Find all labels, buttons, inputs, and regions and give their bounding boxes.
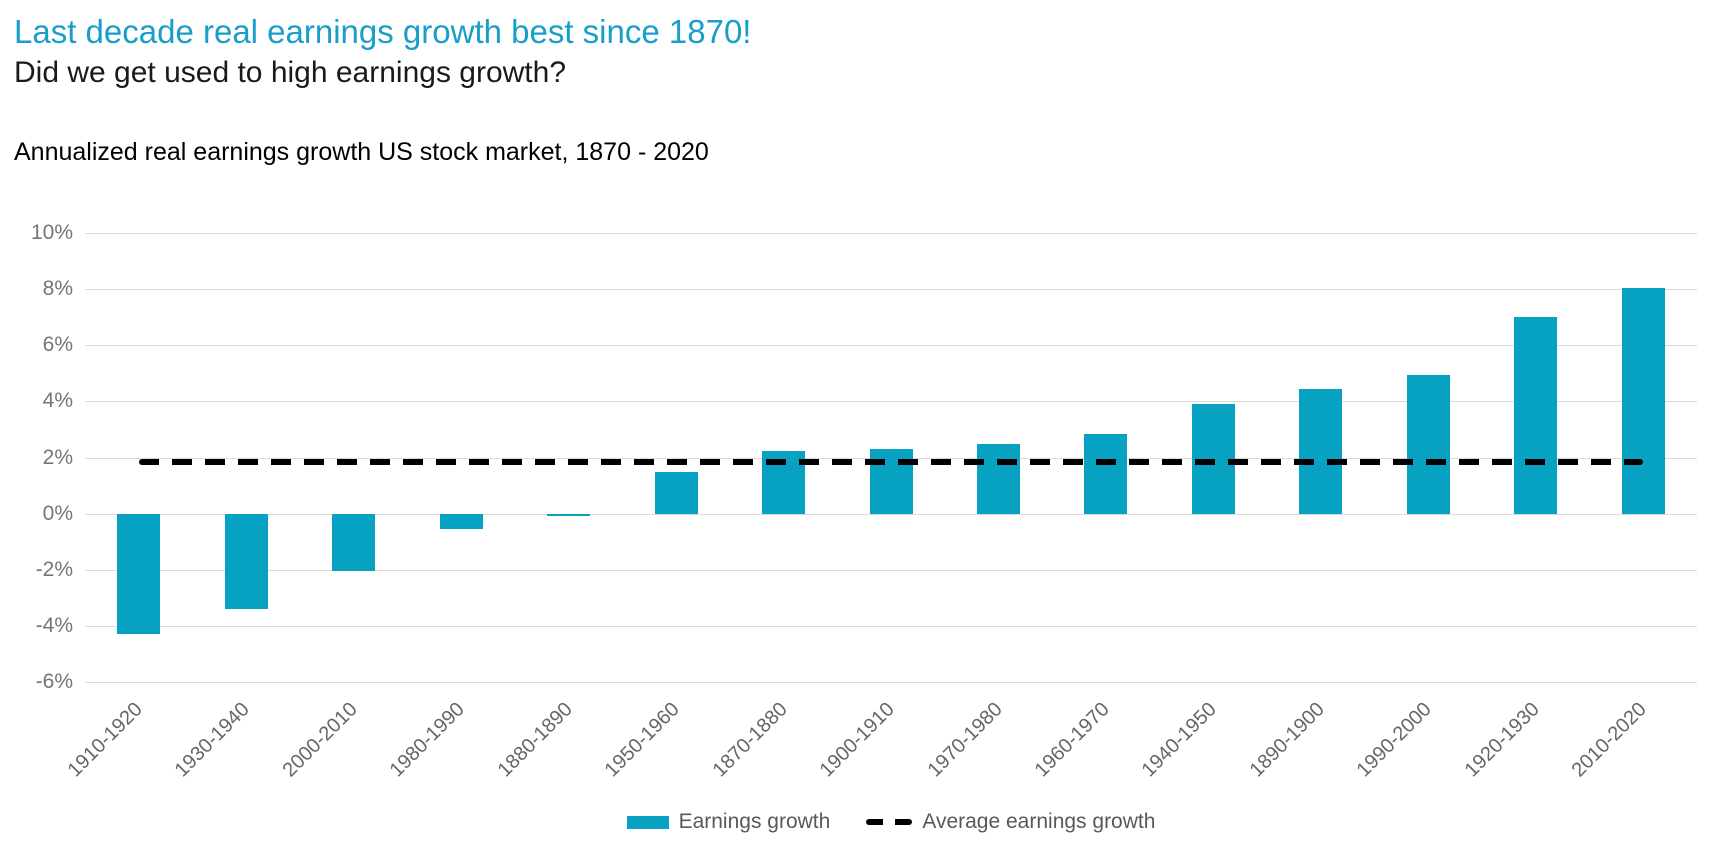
y-tick-label: 6% <box>42 333 73 357</box>
legend-item-average-earnings-growth: Average earnings growth <box>866 810 1155 834</box>
bar-1980-1990 <box>439 513 483 529</box>
legend-label-earnings-growth: Earnings growth <box>678 810 831 833</box>
bar-1970-1980 <box>977 443 1020 514</box>
page-title: Last decade real earnings growth best si… <box>14 13 752 50</box>
gridline <box>85 625 1697 627</box>
bar-1910-1920 <box>117 513 161 635</box>
gridline <box>85 401 1697 403</box>
bar-1960-1970 <box>1084 433 1128 514</box>
y-tick-label: -4% <box>35 613 73 637</box>
bar-1880-1890 <box>547 513 591 517</box>
chart-legend: Earnings growth Average earnings growth <box>85 810 1697 834</box>
bar-1920-1930 <box>1514 317 1558 514</box>
bar-1890-1900 <box>1299 388 1343 514</box>
y-tick-label: -6% <box>35 670 73 693</box>
gridline <box>85 682 1697 683</box>
page-subtitle: Did we get used to high earnings growth? <box>14 56 567 89</box>
y-tick-label: -2% <box>35 557 73 581</box>
y-tick-label: 0% <box>42 501 73 525</box>
bar-2010-2020 <box>1621 287 1665 514</box>
bar-1930-1940 <box>224 513 268 609</box>
y-tick-label: 4% <box>42 389 73 413</box>
bar-2000-2010 <box>332 513 376 572</box>
y-tick-label: 8% <box>42 277 73 301</box>
bar-1950-1960 <box>654 471 698 514</box>
y-tick-label: 2% <box>42 445 73 469</box>
bar-1990-2000 <box>1406 374 1450 514</box>
gridline <box>85 513 1697 515</box>
gridline <box>85 289 1697 291</box>
legend-label-average-earnings-growth: Average earnings growth <box>922 810 1156 833</box>
dashed-line-swatch-icon <box>866 819 913 825</box>
average-earnings-growth-line <box>138 458 1644 465</box>
plot-area: 10% 8% 6% 4% 2% 0% -2% -4% -6% 1910-1920 1930-1940… <box>31 221 1697 781</box>
chart-title: Annualized real earnings growth US stock… <box>14 138 709 166</box>
legend-item-earnings-growth: Earnings growth <box>626 810 831 834</box>
gridline <box>85 345 1697 347</box>
gridline <box>85 233 1697 234</box>
y-tick-label: 10% <box>30 221 73 244</box>
gridline <box>85 569 1697 571</box>
bar-swatch-icon <box>626 815 669 829</box>
